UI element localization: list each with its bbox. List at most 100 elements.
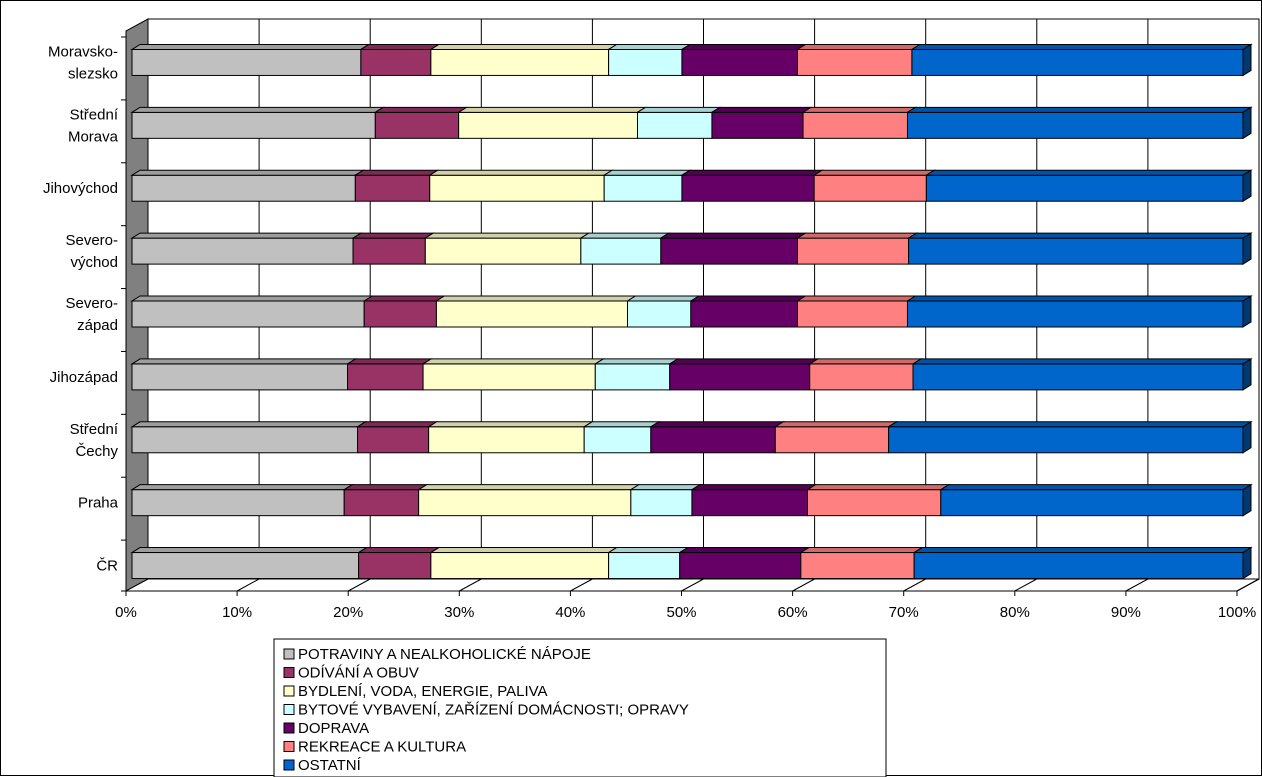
floor-gridline bbox=[903, 578, 926, 592]
bar-top bbox=[130, 295, 374, 302]
bar-top bbox=[434, 295, 638, 302]
legend-label: POTRAVINY A NEALKOHOLICKÉ NÁPOJE bbox=[298, 646, 591, 663]
bar-segment bbox=[940, 489, 1244, 517]
bar-segment bbox=[583, 426, 652, 454]
bar-top bbox=[606, 547, 690, 554]
bar-segment bbox=[650, 426, 776, 454]
bar-top bbox=[362, 295, 447, 302]
bar-top bbox=[906, 232, 1253, 239]
x-tick-label: 70% bbox=[889, 604, 919, 621]
bar-top bbox=[351, 232, 436, 239]
bar-top bbox=[911, 358, 1253, 365]
bar-top bbox=[924, 169, 1253, 176]
category-label: východ bbox=[70, 254, 118, 271]
floor-gridline bbox=[1236, 578, 1260, 592]
bar-segment bbox=[424, 237, 582, 265]
x-tick-label: 100% bbox=[1218, 604, 1256, 621]
bar-segment bbox=[925, 174, 1244, 202]
bar-top bbox=[689, 295, 808, 302]
bar-top bbox=[456, 106, 648, 113]
legend-label: OSTATNÍ bbox=[298, 757, 362, 774]
bar-segment bbox=[418, 489, 632, 517]
bar-segment bbox=[681, 174, 815, 202]
bar-top bbox=[680, 169, 824, 176]
bar-segment bbox=[594, 363, 671, 391]
bar-segment bbox=[131, 363, 349, 391]
bar-top bbox=[680, 43, 808, 50]
bar-segment bbox=[796, 300, 908, 328]
bar-segment bbox=[131, 174, 356, 202]
floor-gridline bbox=[236, 578, 260, 592]
bar-segment bbox=[347, 363, 424, 391]
x-tick-label: 40% bbox=[555, 604, 585, 621]
bar-segment bbox=[627, 300, 692, 328]
legend-label: ODÍVÁNÍ A OBUV bbox=[298, 665, 419, 682]
bar-segment bbox=[774, 426, 890, 454]
category-label: Jihovýchod bbox=[43, 180, 118, 197]
x-tick-label: 50% bbox=[666, 604, 696, 621]
bar-top bbox=[629, 484, 702, 491]
legend-swatch bbox=[283, 741, 295, 752]
bar-top bbox=[690, 484, 818, 491]
bar-segment bbox=[131, 300, 365, 328]
bar-top bbox=[773, 421, 899, 428]
bar-top bbox=[667, 358, 820, 365]
bar-segment bbox=[608, 48, 683, 76]
bar-top bbox=[416, 484, 641, 491]
bars bbox=[130, 43, 1253, 580]
bar-top bbox=[130, 421, 368, 428]
bar-segment bbox=[908, 237, 1244, 265]
legend-label: REKREACE A KULTURA bbox=[298, 739, 466, 756]
bar-top bbox=[602, 169, 692, 176]
bar-top bbox=[130, 484, 354, 491]
floor-gridline bbox=[681, 578, 704, 592]
bar-top bbox=[649, 421, 786, 428]
bar-top bbox=[429, 547, 619, 554]
bar-top bbox=[886, 421, 1253, 428]
bar-top bbox=[593, 358, 680, 365]
bar-end bbox=[1242, 546, 1252, 580]
bar-segment bbox=[913, 552, 1244, 580]
x-tick-label: 90% bbox=[1111, 604, 1141, 621]
bar-top bbox=[130, 358, 358, 365]
bar-end bbox=[1242, 106, 1252, 140]
bar-top bbox=[812, 169, 937, 176]
x-tick-label: 30% bbox=[444, 604, 474, 621]
bar-segment bbox=[131, 237, 354, 265]
bar-top bbox=[805, 484, 951, 491]
bar-segment bbox=[711, 111, 804, 139]
legend-box bbox=[273, 638, 887, 777]
bar-top bbox=[426, 421, 594, 428]
x-tick-label: 80% bbox=[1000, 604, 1030, 621]
bar-segment bbox=[422, 363, 596, 391]
x-tick-label: 10% bbox=[222, 604, 252, 621]
bar-segment bbox=[813, 174, 927, 202]
bar-segment bbox=[809, 363, 914, 391]
bar-segment bbox=[430, 552, 610, 580]
legend-label: DOPRAVA bbox=[298, 720, 369, 737]
category-label: Čechy bbox=[75, 443, 118, 460]
legend-swatch bbox=[283, 722, 295, 734]
bar-top bbox=[625, 295, 701, 302]
bar-top bbox=[807, 358, 923, 365]
legend: POTRAVINY A NEALKOHOLICKÉ NÁPOJE ODÍVÁNÍ … bbox=[273, 638, 887, 777]
bar-segment bbox=[360, 48, 432, 76]
legend-label: BYDLENÍ, VODA, ENERGIE, PALIVA bbox=[298, 683, 548, 700]
floor-gridline bbox=[459, 578, 482, 592]
bar-segment bbox=[352, 237, 426, 265]
bar-segment bbox=[911, 48, 1244, 76]
bar-end bbox=[1242, 483, 1252, 517]
bar-top bbox=[910, 43, 1253, 50]
bar-segment bbox=[358, 552, 432, 580]
x-tick-label: 20% bbox=[333, 604, 363, 621]
bar-segment bbox=[131, 48, 362, 76]
bar-segment bbox=[131, 426, 359, 454]
bar-top bbox=[342, 484, 429, 491]
bar-segment bbox=[580, 237, 662, 265]
bar-top bbox=[905, 295, 1253, 302]
bar-top bbox=[428, 169, 614, 176]
bar-top bbox=[795, 295, 918, 302]
legend-swatch bbox=[283, 759, 295, 771]
category-label: Jihozápad bbox=[50, 369, 118, 386]
bar-end bbox=[1242, 420, 1252, 454]
